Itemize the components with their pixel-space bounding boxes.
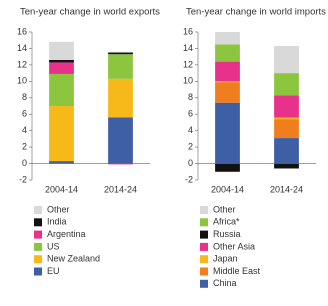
legend-swatch — [34, 218, 42, 227]
bar-segment — [274, 73, 299, 96]
bar-segment — [274, 95, 299, 118]
bar-segment — [108, 117, 133, 164]
y-tick-label: 6 — [188, 109, 193, 119]
bar-segment — [274, 117, 299, 120]
bar-segment — [49, 161, 74, 164]
bar-segment — [215, 163, 240, 172]
legend-label: Other — [213, 204, 236, 214]
bar-segment — [108, 163, 133, 165]
legend-swatch — [200, 255, 208, 264]
legend-swatch — [200, 218, 208, 227]
bar-segment — [215, 32, 240, 45]
legend-swatch — [34, 267, 42, 276]
bar-segment — [108, 52, 133, 55]
bar-segment — [215, 102, 240, 164]
y-tick-label: 12 — [17, 59, 27, 69]
bar-segment — [49, 41, 74, 60]
y-tick-label: 14 — [17, 43, 27, 53]
legend-swatch — [34, 206, 42, 214]
x-tick-label: 2014-24 — [270, 184, 303, 194]
y-tick-label: -2 — [185, 174, 193, 184]
y-tick-label: 16 — [17, 26, 27, 36]
bar-segment — [108, 78, 133, 118]
y-tick-label: 12 — [183, 59, 193, 69]
bar-segment — [274, 45, 299, 74]
bar-segment — [215, 81, 240, 83]
y-tick-label: 4 — [22, 125, 27, 135]
legend-label: India — [47, 217, 67, 227]
y-tick-label: -2 — [19, 174, 27, 184]
legend-swatch — [200, 206, 208, 214]
chart-title: Ten-year change in world imports — [186, 7, 326, 18]
bar-segment — [49, 62, 74, 74]
bar-segment — [49, 59, 74, 63]
bar-segment — [274, 138, 299, 164]
x-tick-label: 2004-14 — [211, 184, 244, 194]
legend-swatch — [200, 242, 208, 251]
y-tick-label: 8 — [188, 92, 193, 102]
y-tick-label: 8 — [22, 92, 27, 102]
legend-label: Middle East — [213, 266, 261, 276]
bar-segment — [108, 51, 133, 53]
legend-label: Argentina — [47, 229, 86, 239]
y-tick-label: 0 — [22, 158, 27, 168]
legend-label: Africa* — [213, 217, 240, 227]
legend-label: Other — [47, 204, 70, 214]
y-tick-label: 6 — [22, 109, 27, 119]
bar-segment — [215, 82, 240, 103]
bar-segment — [215, 61, 240, 82]
bar-segment — [49, 106, 74, 162]
legend-label: New Zealand — [47, 254, 100, 264]
bar-segment — [49, 73, 74, 106]
x-tick-label: 2014-24 — [104, 184, 137, 194]
legend-label: Other Asia — [213, 241, 255, 251]
bar-segment — [274, 163, 299, 169]
legend-swatch — [200, 279, 208, 288]
bar-segment — [215, 44, 240, 62]
bar-segment — [108, 54, 133, 79]
chart-title: Ten-year change in world exports — [20, 7, 160, 18]
y-tick-label: 4 — [188, 125, 193, 135]
legend-label: China — [213, 278, 237, 288]
bar-segment — [274, 119, 299, 139]
y-tick-label: 2 — [22, 141, 27, 151]
legend-label: Japan — [213, 254, 238, 264]
x-tick-label: 2004-14 — [45, 184, 78, 194]
legend-label: Russia — [213, 229, 241, 239]
y-tick-label: 0 — [188, 158, 193, 168]
y-tick-label: 14 — [183, 43, 193, 53]
legend-swatch — [34, 230, 42, 239]
legend-swatch — [200, 230, 208, 239]
legend-label: EU — [47, 266, 60, 276]
y-tick-label: 16 — [183, 26, 193, 36]
legend-swatch — [34, 242, 42, 251]
y-tick-label: 10 — [17, 76, 27, 86]
legend-swatch — [34, 255, 42, 264]
y-tick-label: 2 — [188, 141, 193, 151]
y-tick-label: 10 — [183, 76, 193, 86]
legend-label: US — [47, 241, 60, 251]
legend-swatch — [200, 267, 208, 276]
